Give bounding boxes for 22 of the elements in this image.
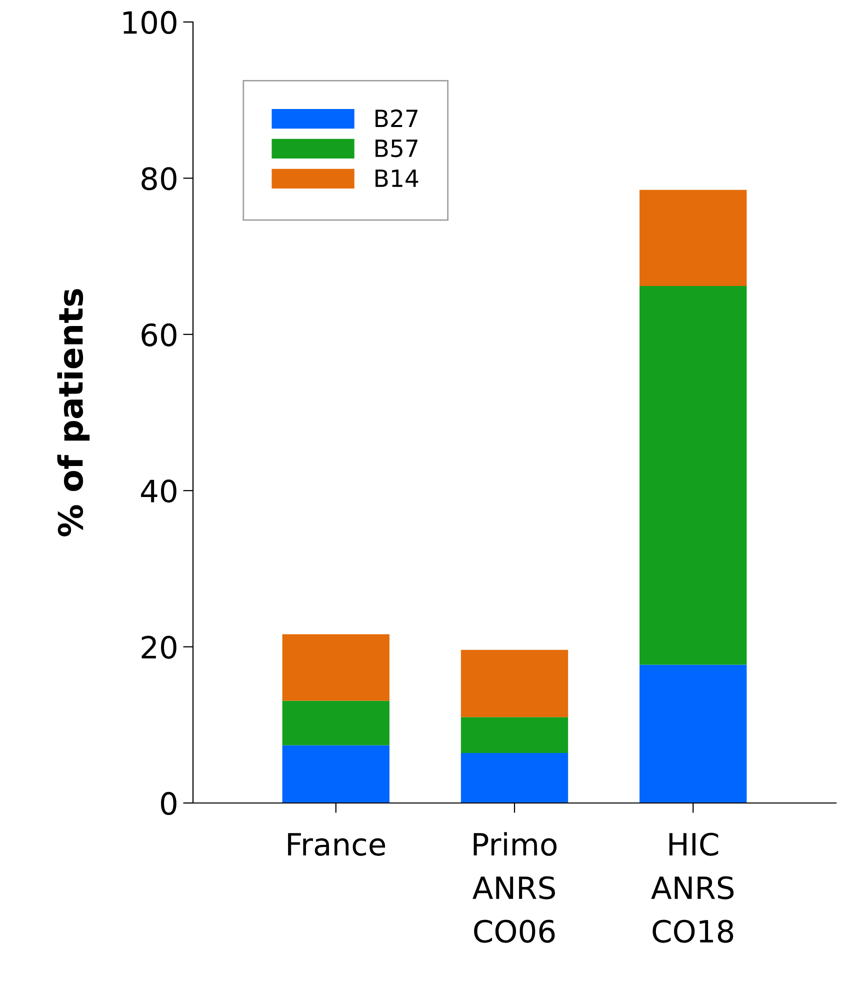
bar	[282, 634, 390, 701]
bar	[640, 190, 747, 286]
legend-label: B14	[376, 170, 418, 187]
bar	[460, 717, 568, 754]
y-tick-label: 20	[142, 636, 176, 659]
bar	[460, 753, 568, 803]
x-tick-label: Primo ANRS CO06	[472, 832, 557, 943]
legend-label: B27	[376, 109, 418, 127]
bar	[460, 650, 568, 718]
bar	[282, 745, 390, 803]
legend-label: B57	[376, 140, 418, 158]
y-tick-label: 100	[123, 10, 176, 34]
y-tick-label: 40	[141, 480, 176, 503]
x-tick-label: HIC ANRS CO18	[651, 832, 734, 943]
y-axis-title: % of patients	[57, 289, 90, 536]
y-tick-label: 60	[142, 323, 176, 346]
y-tick-label: 80	[142, 167, 176, 190]
bar	[640, 286, 747, 665]
bar	[282, 700, 390, 746]
y-tick-label: 0	[160, 792, 176, 816]
x-tick-label: France	[288, 833, 386, 856]
bar	[640, 664, 747, 803]
